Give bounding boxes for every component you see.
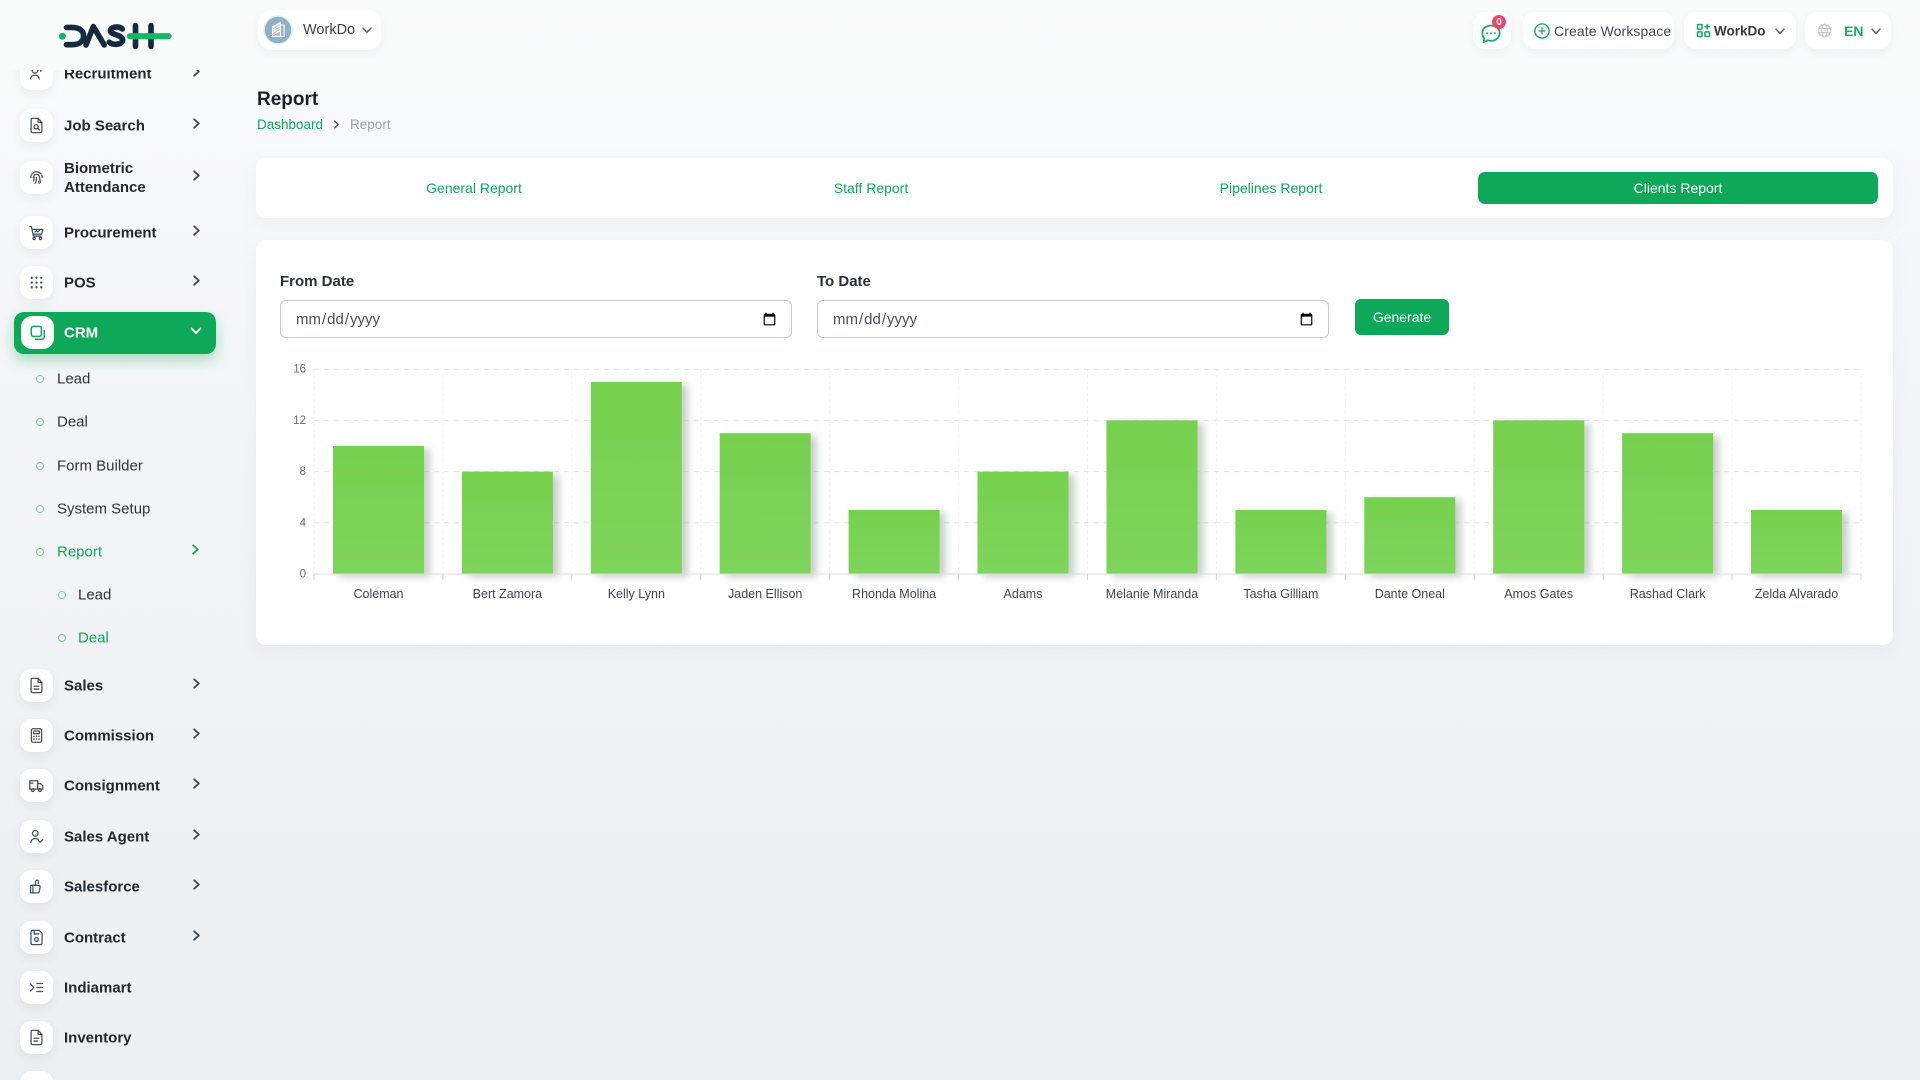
svg-text:Amos Gates: Amos Gates — [1504, 587, 1573, 601]
svg-text:Dante Oneal: Dante Oneal — [1375, 587, 1445, 601]
svg-text:Bert Zamora: Bert Zamora — [473, 587, 543, 601]
svg-text:Melanie Miranda: Melanie Miranda — [1106, 587, 1198, 601]
svg-text:Coleman: Coleman — [353, 587, 403, 601]
svg-text:Jaden Ellison: Jaden Ellison — [728, 587, 802, 601]
svg-text:Kelly Lynn: Kelly Lynn — [608, 587, 665, 601]
svg-text:Adams: Adams — [1004, 587, 1043, 601]
svg-text:4: 4 — [300, 517, 307, 529]
svg-text:12: 12 — [293, 415, 306, 427]
svg-text:Rashad Clark: Rashad Clark — [1630, 587, 1706, 601]
svg-text:8: 8 — [300, 466, 306, 478]
svg-text:16: 16 — [293, 364, 306, 376]
svg-text:Rhonda Molina: Rhonda Molina — [852, 587, 936, 601]
svg-text:0: 0 — [300, 569, 306, 581]
svg-text:Zelda Alvarado: Zelda Alvarado — [1755, 587, 1838, 601]
svg-text:Tasha Gilliam: Tasha Gilliam — [1243, 587, 1318, 601]
